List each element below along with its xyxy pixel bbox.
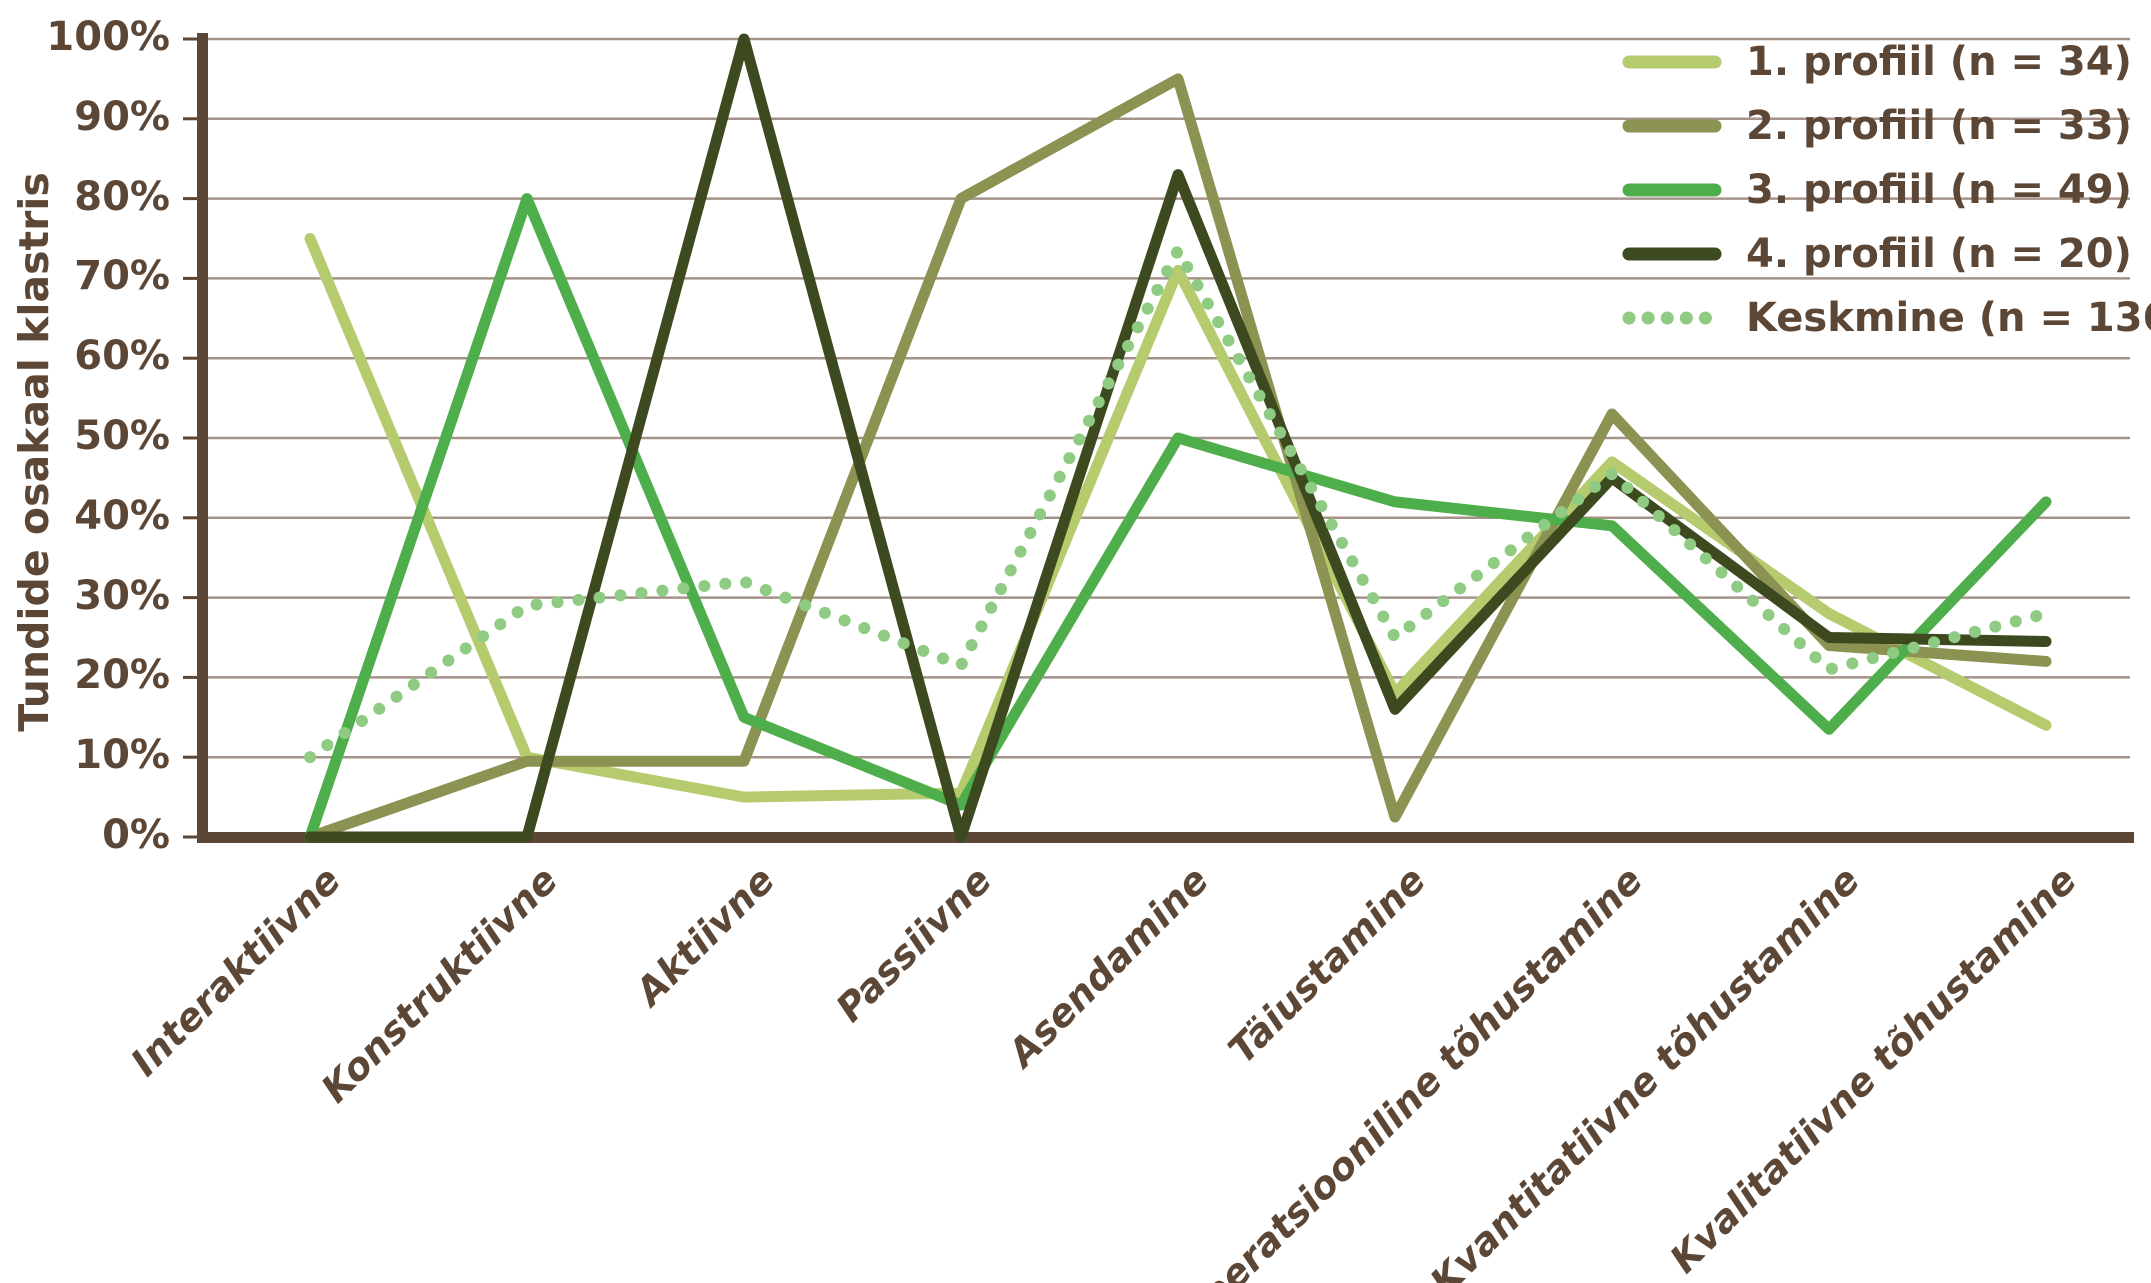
y-tick-label: 40% (74, 492, 170, 539)
legend-label: 1. profiil (n = 34) (1746, 39, 2132, 85)
legend: 1. profiil (n = 34) 2. profiil (n = 33) 3.… (1622, 30, 2151, 350)
y-tick-label: 80% (74, 173, 170, 220)
legend-line-icon (1622, 183, 1722, 197)
y-tick-label: 70% (74, 253, 170, 300)
series-line-5 (304, 244, 2052, 764)
y-tick-label: 60% (74, 333, 170, 380)
legend-line-icon (1622, 119, 1722, 133)
y-tick-label: 30% (74, 572, 170, 619)
y-axis-line (197, 33, 208, 843)
legend-label: Keskmine (n = 136) (1746, 295, 2151, 341)
series-line-4 (304, 33, 2052, 843)
series-line-3 (304, 193, 2052, 843)
legend-item: 1. profiil (n = 34) (1622, 30, 2151, 94)
legend-item: 3. profiil (n = 49) (1622, 158, 2151, 222)
legend-label: 2. profiil (n = 33) (1746, 103, 2132, 149)
y-tick-label: 20% (74, 652, 170, 699)
y-tick-label: 100% (46, 14, 170, 60)
legend-dotted-line-icon (1622, 311, 1722, 325)
y-tick-label: 90% (74, 93, 170, 140)
y-tick-label: 0% (102, 812, 170, 858)
legend-item: 2. profiil (n = 33) (1622, 94, 2151, 158)
legend-label: 3. profiil (n = 49) (1746, 167, 2132, 213)
y-tick-label: 50% (74, 413, 170, 459)
legend-label: 4. profiil (n = 20) (1746, 231, 2132, 277)
y-tick-label: 10% (74, 732, 170, 779)
legend-line-icon (1622, 55, 1722, 69)
legend-item: Keskmine (n = 136) (1622, 286, 2151, 350)
series-line-2 (304, 73, 2052, 843)
legend-item: 4. profiil (n = 20) (1622, 222, 2151, 286)
x-axis-line (197, 832, 2134, 843)
legend-line-icon (1622, 247, 1722, 261)
